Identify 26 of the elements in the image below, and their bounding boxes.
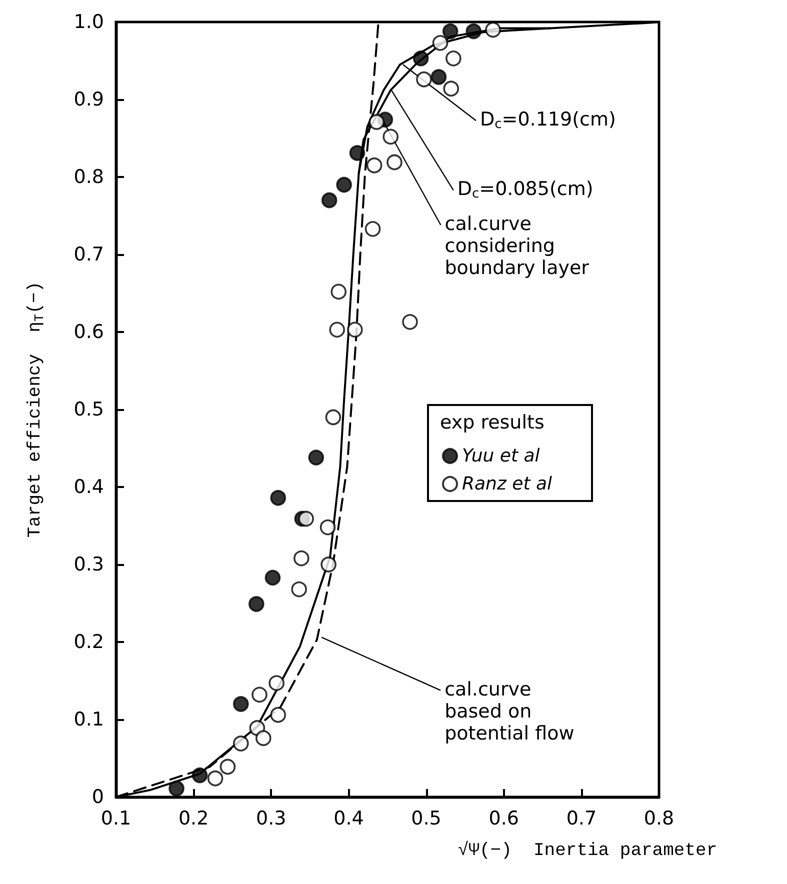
x-tick-label: 0.4 xyxy=(334,808,364,830)
y-axis-title: Target efficiency ηT(−) xyxy=(26,281,47,538)
legend-title: exp results xyxy=(440,412,544,434)
x-axis-title: √Ψ(−) Inertia parameter xyxy=(458,840,718,861)
annotation: cal.curve based on potential flow xyxy=(444,678,574,744)
x-tick-label: 0.2 xyxy=(178,808,209,830)
x-tick-label: 0.3 xyxy=(256,808,286,830)
y-tick-label: 0.4 xyxy=(74,476,104,498)
y-tick-label: 0.1 xyxy=(74,708,104,730)
y-tick-label: 0.9 xyxy=(74,88,104,110)
x-tick-label: 0.8 xyxy=(644,808,674,830)
y-tick-label: 0 xyxy=(92,786,104,808)
x-tick-label: 0.1 xyxy=(100,808,132,830)
x-tick-label: 0.5 xyxy=(411,808,442,830)
x-tick-label: 0.7 xyxy=(566,808,597,830)
y-tick-label: 0.6 xyxy=(74,321,104,343)
y-tick-label: 0.8 xyxy=(74,166,104,188)
annotation: cal.curve considering boundary layer xyxy=(444,213,590,279)
y-tick-label: 0.3 xyxy=(74,554,104,576)
legend-label: Ranz et al xyxy=(462,474,552,494)
legend-label: Yuu et al xyxy=(462,446,540,466)
y-tick-label: 0.2 xyxy=(74,631,104,653)
y-tick-label: 0.5 xyxy=(74,398,104,420)
y-tick-label: 1.0 xyxy=(74,11,104,33)
x-tick-label: 0.6 xyxy=(488,808,519,830)
y-tick-label: 0.7 xyxy=(74,244,104,266)
